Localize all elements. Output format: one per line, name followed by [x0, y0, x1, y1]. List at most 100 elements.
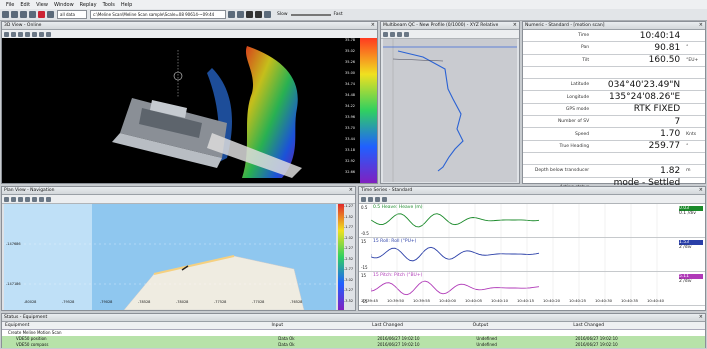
time-tick-label: 10:40:35: [621, 298, 639, 303]
status-cell: Undefined: [476, 342, 497, 347]
fit-icon[interactable]: [18, 31, 23, 37]
close-icon[interactable]: ×: [698, 187, 703, 193]
numeric-unit: °: [683, 140, 705, 153]
status-column-header[interactable]: Input: [271, 323, 284, 328]
qc-canvas[interactable]: [383, 39, 517, 182]
status-cell: Data Ok: [278, 342, 295, 347]
status-row[interactable]: VDE50 compass Data Ok 2016/06/27 19:02:10 U…: [2, 342, 705, 348]
menu-item-replay[interactable]: Replay: [79, 1, 97, 8]
view3d-canvas[interactable]: [2, 38, 360, 183]
zoom-out-icon[interactable]: [11, 196, 16, 202]
speed-fast-label: Fast: [333, 12, 343, 17]
print-icon[interactable]: [46, 31, 51, 37]
pan-icon[interactable]: [18, 196, 23, 202]
menu-item-help[interactable]: Help: [120, 1, 133, 8]
series-name: 0.5 Heave: Heave (m): [373, 205, 423, 210]
zoom-in-icon[interactable]: [4, 196, 9, 202]
time-tick-label: 10:40:20: [543, 298, 561, 303]
series-current-value: 0.03: [679, 206, 703, 211]
plan-color-scale: [338, 204, 344, 310]
zoom-in-icon[interactable]: [383, 31, 388, 37]
plan-scale-label: -3.27: [344, 288, 354, 292]
numeric-value: 160.50: [592, 54, 684, 67]
view3d-panel: 3D View - Online × 35.78 35.02 35.26 35: [1, 21, 378, 184]
time-tick-label: 10:40:10: [491, 298, 509, 303]
plan-map[interactable]: -147686 -147186 -80028 -79528 -79028 -78528 -…: [4, 204, 336, 310]
numeric-unit: [683, 90, 705, 104]
menu-item-view[interactable]: View: [36, 1, 48, 8]
zoom-in-icon[interactable]: [361, 196, 366, 202]
open-icon[interactable]: [2, 11, 9, 18]
record-icon[interactable]: [38, 11, 45, 18]
numeric-value: 10:40:14: [592, 30, 684, 43]
depth-scale-label: 34.48: [345, 93, 356, 97]
chart-icon[interactable]: [20, 11, 27, 18]
status-column-header[interactable]: Output: [472, 323, 489, 328]
rewind-icon[interactable]: [228, 11, 235, 18]
settings-icon[interactable]: [404, 31, 409, 37]
series-scale: 2 /div: [679, 279, 692, 284]
grid-icon[interactable]: [32, 31, 37, 37]
source-select[interactable]: all data: [57, 10, 87, 19]
status-cell: Data Ok: [278, 336, 295, 341]
numeric-label: Depth below transducer: [523, 164, 593, 178]
plan-x-label: -77528: [214, 300, 227, 304]
settings-icon[interactable]: [382, 196, 387, 202]
time-tick-label: 10:39:55: [413, 298, 431, 303]
replay-path-field[interactable]: c:\Meline Scan\Meline Scan sample\Scale=…: [90, 10, 226, 19]
status-column-header[interactable]: Last Changed: [573, 323, 605, 328]
print-icon[interactable]: [46, 196, 51, 202]
zoom-in-icon[interactable]: [4, 31, 9, 37]
numeric-row: Tilt 160.50 °EU+: [523, 54, 705, 67]
depth-scale-label: 33.18: [345, 148, 356, 152]
depth-color-scale: 35.78 35.02 35.26 35.00 34.74 34.48 34.22 33.96…: [345, 38, 377, 183]
menu-item-window[interactable]: Window: [53, 1, 74, 8]
menu-item-file[interactable]: File: [6, 1, 15, 8]
rotate-icon[interactable]: [25, 31, 30, 37]
lock-icon[interactable]: [47, 11, 54, 18]
measure-icon[interactable]: [25, 196, 30, 202]
numeric-unit: [683, 152, 705, 166]
status-column-header[interactable]: Last Changed: [372, 323, 403, 328]
status-column-header[interactable]: Equipment: [5, 323, 30, 328]
speed-slider[interactable]: [290, 13, 331, 16]
status-cell: Undefined: [476, 336, 497, 341]
close-icon[interactable]: ×: [698, 22, 703, 28]
settings-icon[interactable]: [29, 11, 36, 18]
layers-icon[interactable]: [39, 31, 44, 37]
close-icon[interactable]: ×: [698, 314, 703, 320]
zoom-out-icon[interactable]: [11, 31, 16, 37]
qc-plot: [383, 39, 517, 182]
play-icon[interactable]: [246, 11, 253, 18]
layers-icon[interactable]: [32, 196, 37, 202]
numeric-row: [523, 152, 705, 166]
plan-x-label: -79528: [62, 300, 75, 304]
numeric-label: Latitude: [523, 78, 593, 92]
depth-scale-label: 35.78: [345, 38, 356, 42]
close-icon[interactable]: ×: [512, 22, 517, 28]
zoom-out-icon[interactable]: [390, 31, 395, 37]
timeseries-row: 15 Pitch: Pitch (°BU+) 15 -15 5.11 2 /div: [359, 272, 705, 306]
menu-item-edit[interactable]: Edit: [20, 1, 31, 8]
numeric-row: Pan 90.81 °: [523, 41, 705, 55]
view3d-scene: [112, 46, 302, 178]
status-row[interactable]: VDE50 position Data Ok 2016/06/27 19:02:10…: [2, 336, 705, 342]
close-icon[interactable]: ×: [370, 22, 375, 28]
numeric-row: Latitude 034°40'23.49"N: [523, 78, 705, 92]
save-icon[interactable]: [11, 11, 18, 18]
plan-x-label: -80028: [24, 300, 37, 304]
zoom-out-icon[interactable]: [368, 196, 373, 202]
grid-icon[interactable]: [39, 196, 44, 202]
series-name: 15 Pitch: Pitch (°BU+): [373, 273, 423, 278]
status-cell: 2016/06/27 19:02:10: [377, 342, 420, 347]
numeric-value: 135°24'08.26"E: [592, 90, 684, 104]
close-icon[interactable]: ×: [348, 187, 353, 193]
pause-icon[interactable]: [375, 196, 380, 202]
pan-icon[interactable]: [397, 31, 402, 37]
status-row[interactable]: Create Meline Motion Scan: [2, 330, 705, 336]
step-forward-icon[interactable]: [264, 11, 271, 18]
pause-icon[interactable]: [255, 11, 262, 18]
numeric-row: True Heading 259.77 °: [523, 140, 705, 153]
menu-item-tools[interactable]: Tools: [102, 1, 115, 8]
step-back-icon[interactable]: [237, 11, 244, 18]
